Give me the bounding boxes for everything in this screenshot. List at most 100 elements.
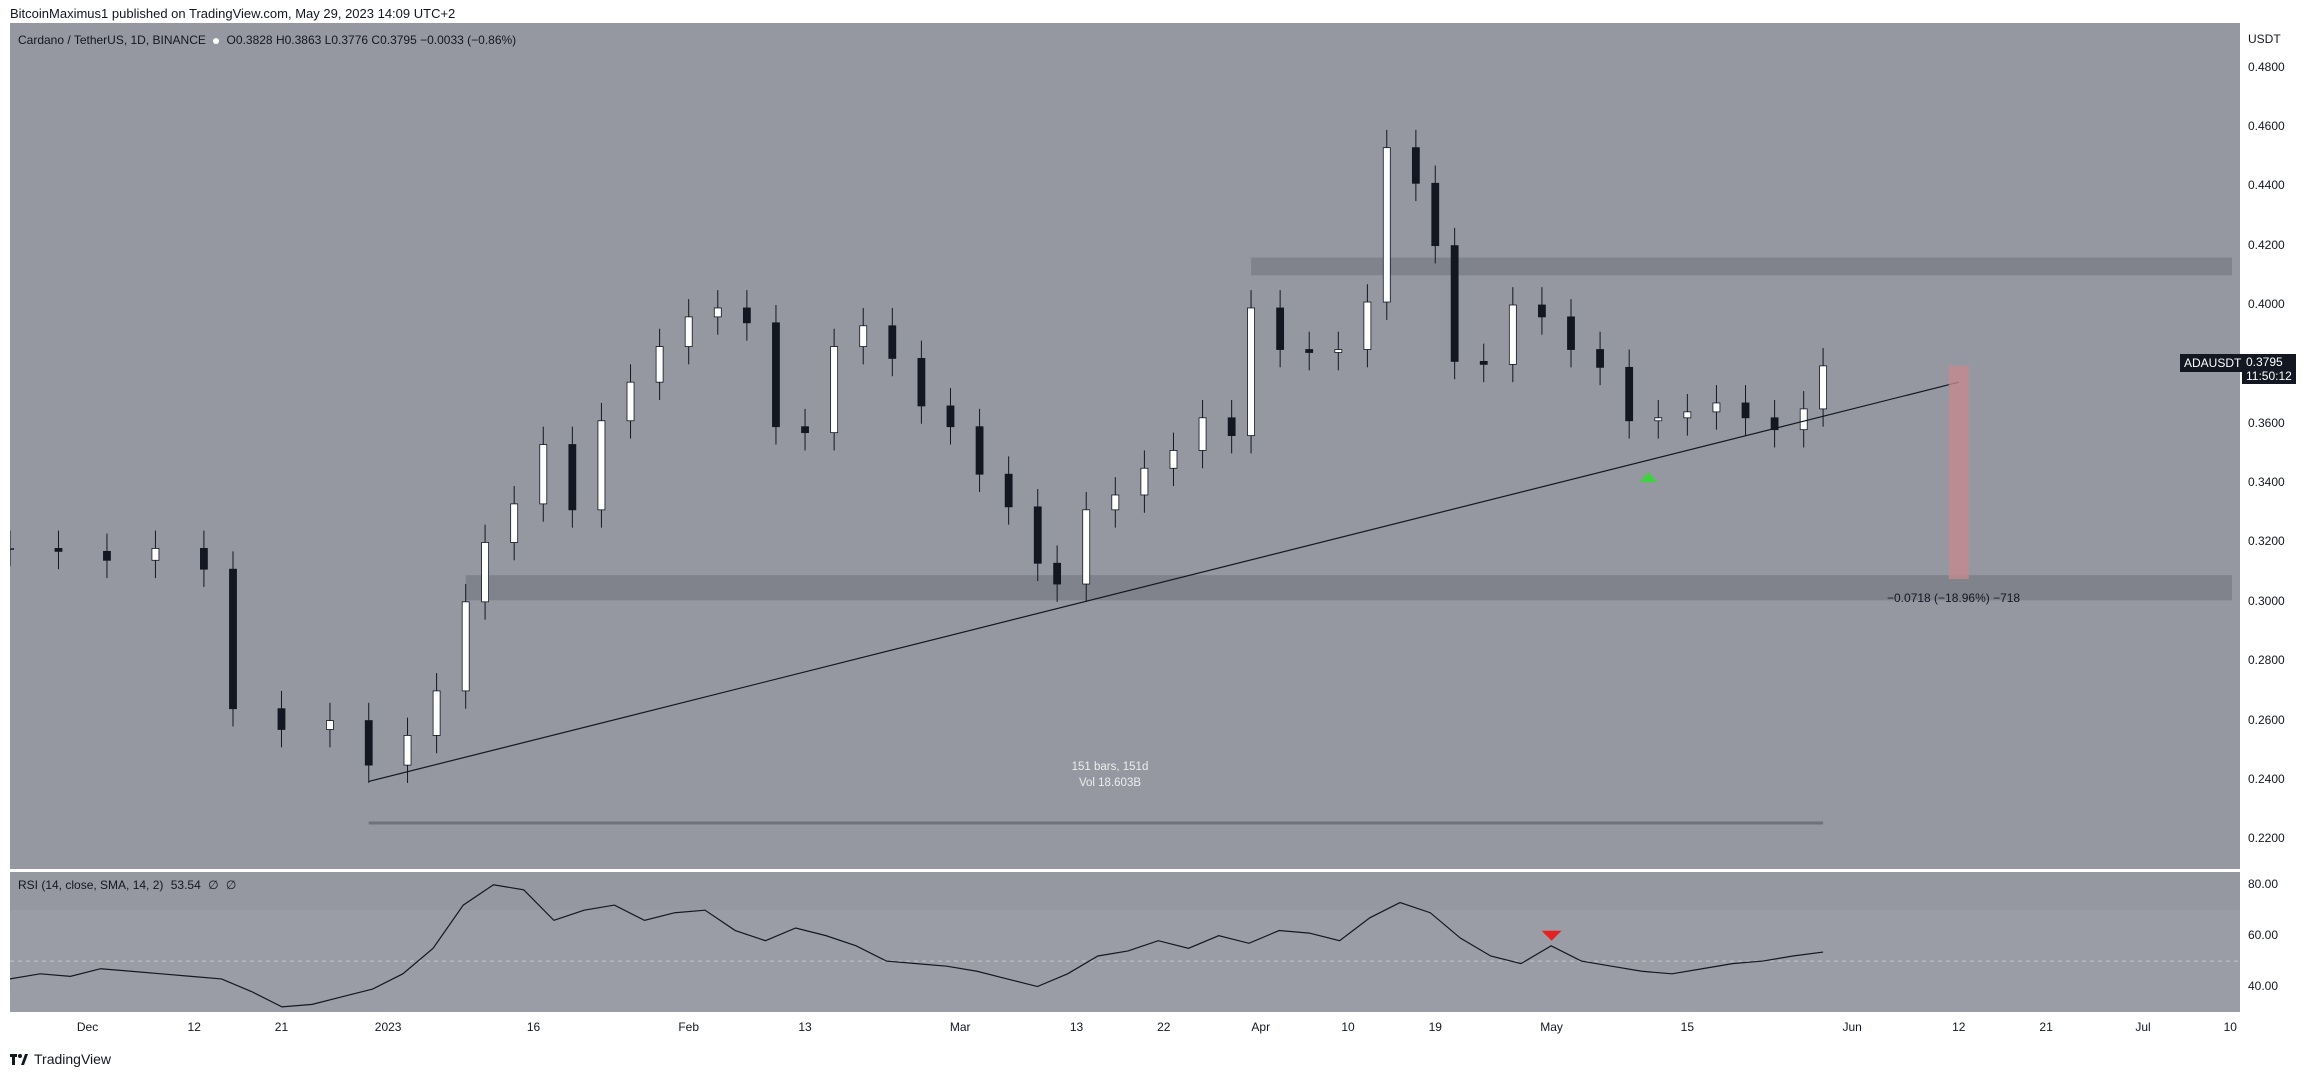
price-tick: 0.2600	[2248, 712, 2285, 727]
footer-brand[interactable]: TradingView	[34, 1051, 112, 1067]
price-range-box	[1948, 365, 1969, 579]
candle	[277, 708, 286, 730]
time-tick: 10	[2223, 1020, 2237, 1034]
candle	[859, 325, 868, 347]
rsi-line	[10, 884, 1824, 1008]
candle	[151, 548, 160, 561]
candle	[54, 548, 63, 552]
price-tick: 0.2800	[2248, 653, 2285, 668]
bars-range-info: 151 bars, 151d Vol 18.603B	[1025, 761, 1195, 789]
price-tick: 0.4000	[2248, 297, 2285, 311]
time-tick: Feb	[678, 1020, 700, 1034]
candle	[1450, 245, 1459, 362]
support-trendline	[368, 381, 1959, 783]
candle	[326, 720, 334, 730]
time-tick: Jul	[2135, 1020, 2151, 1034]
price-tick: 0.4200	[2248, 237, 2285, 252]
author-name[interactable]: BitcoinMaximus1	[10, 6, 109, 21]
candle	[1431, 182, 1440, 247]
open-value: 0.3828	[235, 33, 273, 47]
candle	[830, 346, 839, 434]
price-pane[interactable]: Cardano / TetherUS, 1D, BINANCE O0.3828 …	[10, 23, 2240, 869]
candle	[103, 550, 111, 561]
time-axis[interactable]: Dec 12 21 2023 16 Feb 13 Mar 13 22 Apr 10 19 May 15 Jun…	[10, 1012, 2240, 1042]
candle	[917, 358, 926, 407]
candle	[713, 307, 722, 318]
candle	[1004, 473, 1013, 508]
published-text: published on TradingView.com, May 29, 20…	[111, 6, 456, 21]
candle	[801, 426, 809, 434]
sr-zone	[465, 575, 2232, 601]
time-tick: 22	[1157, 1020, 1171, 1034]
time-tick: 16	[526, 1020, 541, 1034]
time-tick: Mar	[949, 1020, 971, 1034]
price-tick: 0.3600	[2248, 415, 2285, 430]
candle	[568, 444, 577, 511]
drop-range-label: −0.0718 (−18.96%) −718	[1887, 591, 2021, 605]
candle	[1479, 360, 1488, 365]
candle	[1053, 562, 1062, 585]
price-tag-value: 0.3795	[2246, 355, 2283, 369]
candle	[1819, 365, 1827, 410]
rsi-tick: 80.00	[2248, 876, 2279, 891]
time-tick: 19	[1428, 1020, 1442, 1034]
candle	[1567, 316, 1575, 350]
price-tick: 0.4800	[2248, 59, 2285, 74]
candle	[10, 548, 14, 550]
rsi-pane[interactable]: RSI (14, close, SMA, 14, 2) 53.54 ∅ ∅	[10, 872, 2240, 1012]
symbol-legend: Cardano / TetherUS, 1D, BINANCE O0.3828 …	[18, 33, 517, 47]
candle	[1654, 417, 1663, 422]
rsi-tick: 60.00	[2248, 927, 2279, 942]
price-tick: 0.3000	[2248, 593, 2285, 608]
candle	[510, 503, 519, 543]
change-value: −0.0033 (−0.86%)	[420, 33, 517, 47]
candle	[1625, 366, 1634, 422]
rsi-value: 53.54	[170, 878, 201, 892]
ticker-tag: ADAUSDT	[2180, 354, 2246, 372]
candle	[1198, 417, 1207, 451]
price-tag: 0.3795 11:50:12	[2242, 354, 2296, 384]
rsi-chart[interactable]	[10, 872, 2240, 1012]
candle	[1111, 494, 1120, 511]
up-arrow-icon	[1639, 472, 1658, 483]
high-value: 0.3863	[284, 33, 322, 47]
rsi-legend: RSI (14, close, SMA, 14, 2) 53.54 ∅ ∅	[18, 878, 237, 892]
rsi-label[interactable]: RSI (14, close, SMA, 14, 2)	[18, 878, 164, 892]
candle	[1276, 307, 1285, 350]
price-countdown: 11:50:12	[2246, 369, 2292, 383]
price-tick: 0.4600	[2248, 118, 2285, 133]
candle	[1712, 402, 1721, 413]
candle	[1799, 408, 1808, 431]
candle	[1334, 349, 1343, 353]
footer: TradingView	[10, 1051, 111, 1067]
time-tick: 12	[1952, 1020, 1966, 1034]
candle	[1683, 411, 1692, 419]
time-tick: 21	[2039, 1020, 2053, 1034]
price-axis[interactable]: USDT 0.48000.46000.44000.42000.40000.380…	[2240, 23, 2314, 1012]
candle	[403, 735, 412, 766]
candle	[1227, 417, 1236, 437]
candle	[432, 690, 441, 736]
candle	[888, 325, 897, 359]
currency-label: USDT	[2248, 32, 2281, 46]
time-tick: 10	[1341, 1020, 1355, 1034]
candle	[1305, 349, 1314, 353]
candle	[684, 316, 693, 347]
price-tick: 0.3200	[2248, 534, 2285, 549]
candle	[742, 307, 751, 324]
candle	[975, 426, 984, 475]
candle	[1382, 147, 1391, 303]
time-tick: 12	[187, 1020, 201, 1034]
candle	[539, 444, 548, 505]
symbol-name[interactable]: Cardano / TetherUS, 1D, BINANCE	[18, 33, 206, 47]
price-chart[interactable]	[10, 23, 2240, 869]
time-tick: 21	[274, 1020, 289, 1034]
candle	[1741, 402, 1750, 419]
publish-header: BitcoinMaximus1 published on TradingView…	[10, 6, 455, 21]
time-tick: May	[1540, 1020, 1563, 1034]
down-arrow-icon	[1541, 930, 1562, 941]
time-tick: Dec	[76, 1020, 99, 1034]
candle	[1082, 509, 1091, 585]
candle	[626, 381, 635, 422]
volume-text: Vol 18.603B	[1078, 777, 1142, 789]
